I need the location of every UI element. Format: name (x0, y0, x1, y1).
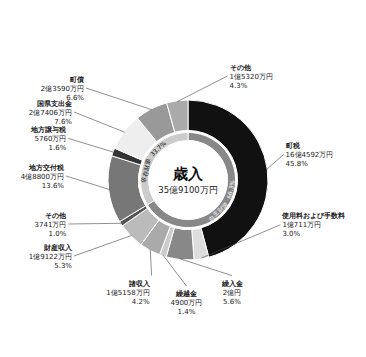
inner-slice (147, 132, 235, 227)
slice-label: 5.3% (54, 262, 72, 270)
title: 歳入 (172, 165, 204, 183)
background (0, 0, 366, 357)
slice-label: 4.3% (230, 82, 248, 90)
chart: 町税16億4592万円45.8%使用料および手数料1億711万円3.0%繰入金2… (0, 0, 366, 357)
leader-line (74, 235, 131, 256)
leader-line (180, 259, 232, 276)
slice-label: 財産収入 (43, 243, 73, 252)
leader-line (68, 138, 113, 152)
slice-label: 6.6% (66, 94, 84, 102)
leader-line (177, 76, 227, 102)
leader-line (68, 223, 121, 225)
ring-label: 自主財源 (207, 201, 229, 223)
outer-slice (192, 228, 209, 260)
leader-line (66, 176, 109, 189)
slice-label: 5760万円 (35, 135, 67, 143)
slice-label: 16億4592万円 (286, 151, 334, 159)
slice-label: 1.0% (49, 230, 67, 238)
slice-label: その他 (45, 212, 67, 220)
slice-label: 1億5320万円 (230, 73, 273, 81)
slice-label: 2億円 (223, 289, 241, 297)
leader-line (267, 154, 284, 169)
subtitle: 35億9100万円 (158, 185, 217, 195)
slice-label: 1億5158万円 (106, 289, 149, 297)
slice-label: 13.6% (42, 182, 65, 190)
page: {"chart_data": {"type": "pie", "title": … (0, 0, 366, 357)
slice-label: その他 (230, 64, 252, 72)
slice-label: 諸収入 (128, 279, 151, 288)
rings (108, 100, 268, 260)
slice-label: 4億8800万円 (21, 173, 64, 181)
slice-label: 5.6% (223, 298, 241, 306)
ring-label: 依存財源 (139, 158, 151, 183)
slice-label: 7.6% (54, 118, 72, 126)
leader-line (86, 88, 152, 110)
slice-label: 3.0% (282, 230, 300, 238)
ring-label: 66.3% (225, 179, 236, 199)
slice-label: 4900万円 (170, 299, 202, 307)
slice-label: 2億7406万円 (29, 109, 72, 117)
slice-label: 4.2% (132, 298, 150, 306)
slice-label: 町債 (70, 76, 84, 84)
slice-label: 地方交付税 (28, 163, 65, 172)
leader-line (150, 250, 151, 276)
slice-label: 1.4% (178, 308, 196, 316)
leader-line (74, 112, 125, 132)
labels: 町税16億4592万円45.8%使用料および手数料1億711万円3.0%繰入金2… (21, 64, 346, 317)
leader-line (163, 255, 186, 286)
outer-slice (167, 100, 188, 132)
slice-label: 繰入金 (221, 279, 244, 288)
leader-line (201, 225, 280, 258)
slice-label: 繰越金 (175, 290, 198, 298)
outer-slice (108, 156, 146, 222)
slice-label: 地方譲与税 (30, 125, 67, 134)
slice-label: 3741万円 (35, 221, 67, 229)
slice-label: 1.6% (49, 144, 67, 152)
slice-label: 1億711万円 (282, 221, 321, 229)
slice-label: 2億3590万円 (41, 85, 84, 93)
leader-lines (66, 76, 284, 286)
ring-label: 33.7% (149, 139, 168, 157)
slice-label: 使用料および手数料 (281, 211, 345, 220)
slice-label: 1億9122万円 (29, 253, 72, 261)
slice-label: 45.8% (286, 160, 309, 168)
slice-label: 町税 (286, 141, 301, 150)
